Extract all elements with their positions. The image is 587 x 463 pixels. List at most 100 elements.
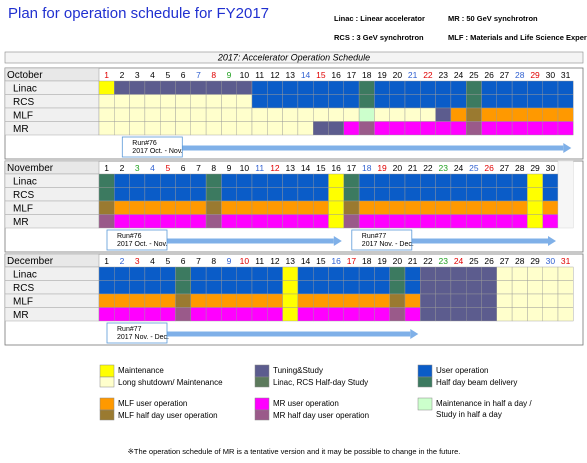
schedule-cell <box>511 173 528 188</box>
schedule-cell <box>98 94 115 109</box>
schedule-cell <box>129 80 146 95</box>
schedule-cell <box>358 307 375 322</box>
schedule-cell <box>267 173 283 188</box>
day-number: 24 <box>454 163 464 173</box>
schedule-cell <box>374 200 390 215</box>
schedule-cell <box>481 280 498 295</box>
schedule-cell <box>466 200 482 215</box>
day-number: 13 <box>286 70 296 80</box>
schedule-cell <box>144 94 161 109</box>
schedule-cell <box>343 107 360 122</box>
schedule-cell <box>98 121 115 136</box>
schedule-cell <box>236 280 253 295</box>
schedule-cell <box>481 80 498 95</box>
schedule-cell <box>236 187 253 202</box>
schedule-cell <box>527 266 543 281</box>
schedule-cell <box>282 121 299 136</box>
schedule-cell <box>511 121 528 136</box>
day-number: 19 <box>377 256 387 266</box>
day-number: 15 <box>316 163 326 173</box>
schedule-cell <box>328 293 345 308</box>
schedule-cell <box>205 80 222 95</box>
schedule-cell <box>129 293 146 308</box>
schedule-cell <box>374 187 390 202</box>
schedule-cell <box>435 173 452 188</box>
day-number: 8 <box>211 70 216 80</box>
schedule-cell <box>450 80 467 95</box>
schedule-cell <box>297 173 314 188</box>
facility-name: Linac <box>13 176 37 187</box>
run-period: 2017 Nov. - Dec. <box>362 241 414 248</box>
schedule-cell <box>466 280 482 295</box>
schedule-cell <box>466 293 482 308</box>
schedule-cell <box>496 293 513 308</box>
schedule-cell <box>328 121 345 136</box>
schedule-cell <box>190 94 207 109</box>
run-label: Run#76 <box>117 233 142 240</box>
facility-name: MLF <box>13 203 33 214</box>
legend-label: Study in half a day <box>436 410 502 419</box>
schedule-cell <box>236 214 253 229</box>
schedule-cell <box>343 307 360 322</box>
run-label: Run#76 <box>132 140 157 147</box>
schedule-cell <box>190 121 207 136</box>
schedule-cell <box>114 107 130 122</box>
schedule-cell <box>98 266 115 281</box>
day-number: 16 <box>331 70 341 80</box>
schedule-cell <box>466 173 482 188</box>
day-number: 4 <box>150 256 155 266</box>
day-number: 22 <box>423 256 433 266</box>
day-number: 15 <box>316 70 326 80</box>
schedule-cell <box>236 121 253 136</box>
schedule-cell <box>527 80 543 95</box>
schedule-cell <box>343 266 360 281</box>
schedule-cell <box>466 214 482 229</box>
schedule-cell <box>221 293 237 308</box>
schedule-cell <box>374 94 390 109</box>
legend-swatch <box>254 397 270 411</box>
run-arrow-bar <box>405 238 548 244</box>
schedule-cell <box>205 266 222 281</box>
schedule-cell <box>328 80 345 95</box>
schedule-cell <box>221 307 237 322</box>
run-arrow-head <box>333 236 342 246</box>
schedule-cell <box>114 80 130 95</box>
schedule-cell <box>328 173 345 188</box>
schedule-cell <box>343 200 360 215</box>
schedule-cell <box>144 200 161 215</box>
schedule-cell <box>236 307 253 322</box>
schedule-cell <box>297 200 314 215</box>
schedule-cell <box>297 94 314 109</box>
schedule-cell <box>221 266 237 281</box>
schedule-cell <box>114 293 130 308</box>
day-number: 5 <box>165 163 170 173</box>
schedule-cell <box>542 214 559 229</box>
day-number: 16 <box>331 163 341 173</box>
schedule-cell <box>313 293 329 308</box>
schedule-cell <box>205 107 222 122</box>
day-number: 14 <box>301 70 311 80</box>
schedule-cell <box>420 121 436 136</box>
day-number: 11 <box>255 70 264 80</box>
schedule-cell <box>175 214 192 229</box>
schedule-cell <box>358 173 375 188</box>
schedule-cell <box>404 200 421 215</box>
schedule-cell <box>435 280 452 295</box>
schedule-cell <box>251 173 268 188</box>
legend-swatch <box>99 364 115 378</box>
schedule-cell <box>205 173 222 188</box>
schedule-cell <box>328 187 345 202</box>
schedule-cell <box>404 307 421 322</box>
day-number: 12 <box>270 163 280 173</box>
schedule-cell <box>542 293 559 308</box>
schedule-cell <box>466 307 482 322</box>
schedule-cell <box>527 187 543 202</box>
schedule-cell <box>251 121 268 136</box>
schedule-cell <box>481 94 498 109</box>
schedule-cell <box>313 94 329 109</box>
legend-label: MR half day user operation <box>273 411 369 420</box>
schedule-cell <box>389 121 406 136</box>
schedule-cell <box>98 173 115 188</box>
schedule-cell <box>129 187 146 202</box>
schedule-cell <box>205 214 222 229</box>
